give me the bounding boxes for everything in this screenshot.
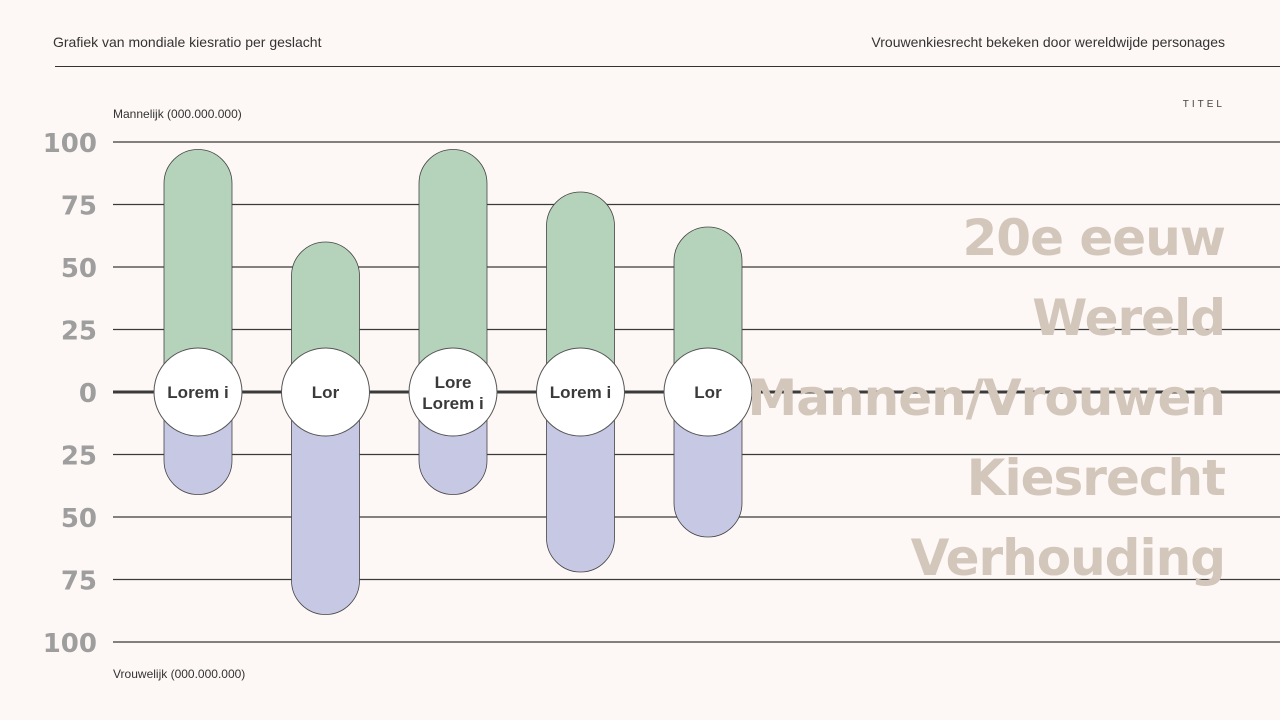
big-title-block: 20e eeuw Wereld Mannen/Vrouwen Kiesrecht… xyxy=(747,198,1226,598)
y-tick-label: 75 xyxy=(61,567,97,597)
category-circle xyxy=(408,347,498,437)
header-divider xyxy=(55,66,1280,67)
y-tick-label: 100 xyxy=(43,629,97,659)
category-circle xyxy=(536,347,625,437)
header-left-title: Grafiek van mondiale kiesratio per gesla… xyxy=(53,34,322,50)
category-circle xyxy=(663,347,753,437)
big-title-line: Mannen/Vrouwen xyxy=(747,369,1226,427)
category-circle xyxy=(281,347,370,437)
y-tick-label: 100 xyxy=(43,129,97,159)
category-label: Lor xyxy=(694,383,722,402)
y-tick-label: 50 xyxy=(61,254,97,284)
category-label: Lor xyxy=(312,383,340,402)
category-circle xyxy=(153,347,243,437)
big-title-line: Verhouding xyxy=(910,529,1226,587)
category-label: Lore Lorem i xyxy=(422,373,483,413)
big-title-line: 20e eeuw xyxy=(962,209,1226,267)
y-tick-label: 25 xyxy=(61,442,97,472)
big-title-line: Kiesrecht xyxy=(966,449,1226,507)
header-right-title: Vrouwenkiesrecht bekeken door wereldwijd… xyxy=(871,34,1225,50)
y-tick-label: 50 xyxy=(61,504,97,534)
y-tick-label: 75 xyxy=(61,192,97,222)
y-axis-label-top: Mannelijk (000.000.000) xyxy=(113,107,242,121)
y-tick-label: 0 xyxy=(79,379,97,409)
y-axis-label-bottom: Vrouwelijk (000.000.000) xyxy=(113,667,246,681)
category-label: Lorem i xyxy=(167,383,228,402)
category-label: Lorem i xyxy=(550,383,611,402)
title-label: TITEL xyxy=(1182,99,1225,110)
y-tick-label: 25 xyxy=(61,317,97,347)
big-title-line: Wereld xyxy=(1032,289,1226,347)
